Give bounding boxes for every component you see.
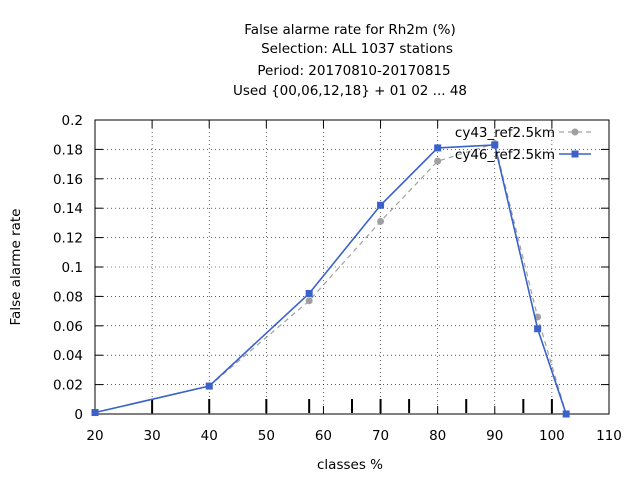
y-tick-label: 0.2 — [62, 113, 83, 129]
data-point-cy46_ref2.5km — [91, 409, 99, 417]
x-axis-label: classes % — [317, 457, 383, 473]
x-tick-label: 70 — [372, 428, 389, 444]
x-tick-label: 30 — [144, 428, 161, 444]
y-tick-label: 0.04 — [53, 348, 83, 364]
legend-label: cy46_ref2.5km — [455, 147, 555, 163]
series-line-cy46_ref2.5km — [94, 144, 567, 415]
x-tick-label: 20 — [86, 428, 103, 444]
data-point-cy46_ref2.5km — [534, 325, 542, 333]
y-tick-label: 0.16 — [53, 172, 83, 188]
plot-frame — [94, 119, 610, 415]
y-tick-label: 0.06 — [53, 319, 83, 335]
legend-label: cy43_ref2.5km — [455, 125, 555, 141]
x-tick-label: 110 — [596, 428, 622, 444]
x-tick-label: 50 — [258, 428, 275, 444]
y-tick-label: 0 — [74, 407, 83, 423]
legend-swatch-marker — [571, 128, 579, 136]
legend-swatch-marker — [571, 150, 579, 158]
y-tick-label: 0.18 — [53, 142, 83, 158]
legend: cy43_ref2.5km cy46_ref2.5km — [455, 125, 591, 163]
x-tick-label: 40 — [201, 428, 218, 444]
data-point-cy43_ref2.5km — [377, 217, 385, 225]
series-layer — [91, 140, 570, 418]
tick-labels: 0 0.02 0.04 0.06 0.08 0.1 0.12 0.14 0.16 0.18 0.2 2… — [53, 113, 622, 444]
title-line-4: Used {00,06,12,18} + 01 02 ... 48 — [233, 83, 467, 99]
data-point-cy46_ref2.5km — [434, 144, 442, 152]
x-tick-label: 60 — [315, 428, 332, 444]
data-point-cy46_ref2.5km — [562, 410, 570, 418]
y-tick-label: 0.08 — [53, 289, 83, 305]
title-line-2: Selection: ALL 1037 stations — [261, 41, 453, 57]
title-line-3: Period: 20170810-20170815 — [257, 63, 450, 79]
y-axis-label: False alarme rate — [8, 209, 24, 326]
x-tick-label: 80 — [429, 428, 446, 444]
series-line-cy43_ref2.5km — [94, 142, 567, 415]
title-line-1: False alarme rate for Rh2m (%) — [244, 22, 455, 38]
data-point-cy43_ref2.5km — [305, 297, 313, 305]
data-point-cy46_ref2.5km — [491, 141, 499, 149]
y-tick-label: 0.02 — [53, 378, 83, 394]
x-tick-label: 100 — [539, 428, 565, 444]
data-point-cy46_ref2.5km — [305, 289, 313, 297]
data-point-cy46_ref2.5km — [205, 382, 213, 390]
data-point-cy46_ref2.5km — [377, 201, 385, 209]
y-tick-label: 0.12 — [53, 231, 83, 247]
x-tick-label: 90 — [486, 428, 503, 444]
grid — [95, 120, 609, 414]
y-tick-label: 0.14 — [53, 201, 83, 217]
y-tick-label: 0.1 — [62, 260, 83, 276]
data-point-cy43_ref2.5km — [434, 157, 442, 165]
chart-title: False alarme rate for Rh2m (%) Selection… — [233, 22, 467, 99]
